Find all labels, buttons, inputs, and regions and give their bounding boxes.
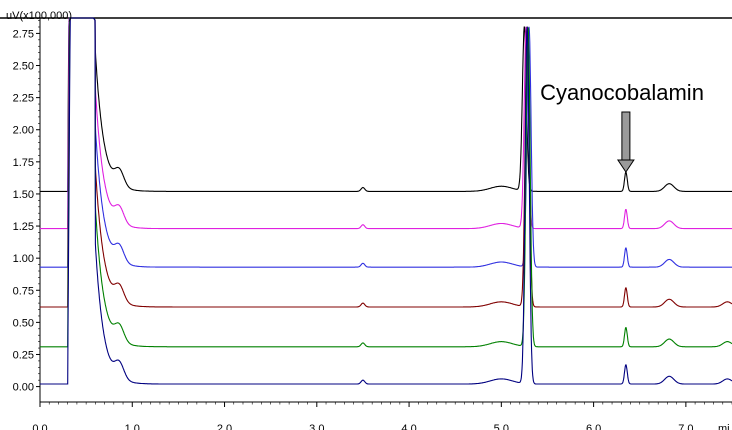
- y-axis: 0.00 0.25 0.50 0.75 1.00 1.25 1.50 1.75 2.00 2.25…: [13, 20, 40, 394]
- y-tick-label: 2.00: [13, 125, 34, 137]
- y-tick-label: 0.50: [13, 317, 34, 329]
- arrow-shaft: [621, 111, 631, 161]
- x-tick-label: 2.0: [217, 423, 232, 430]
- x-axis-label: mi: [718, 423, 730, 430]
- y-axis-label: uV(x100,000): [6, 10, 72, 22]
- plot-frame: [0, 17, 732, 403]
- annotation: Cyanocobalamin: [540, 80, 704, 173]
- arrow-head: [616, 159, 635, 173]
- annotation-label: Cyanocobalamin: [540, 80, 704, 105]
- x-tick-label: 3.0: [309, 423, 324, 430]
- x-tick-label: 4.0: [401, 423, 416, 430]
- y-tick-label: 2.75: [13, 28, 34, 40]
- trace-line: [40, 17, 732, 348]
- y-tick-label: 1.50: [13, 189, 34, 201]
- y-tick-label: 1.25: [13, 221, 34, 233]
- trace-line: [40, 17, 732, 308]
- y-tick-label: 2.25: [13, 93, 34, 105]
- y-tick-label: 1.75: [13, 157, 34, 169]
- trace-line: [40, 17, 732, 230]
- x-tick-label: 5.0: [494, 423, 509, 430]
- x-axis: 0.0 1.0 2.0 3.0 4.0 5.0 6.0 7.0 mi: [32, 402, 732, 430]
- trace-line: [40, 17, 732, 268]
- trace-line: [40, 17, 732, 192]
- y-tick-label: 0.75: [13, 285, 34, 297]
- trace-line: [40, 17, 732, 385]
- x-tick-label: 0.0: [32, 423, 47, 430]
- x-tick-label: 7.0: [678, 423, 693, 430]
- y-tick-label: 0.00: [13, 382, 34, 394]
- x-tick-label: 1.0: [125, 423, 140, 430]
- y-tick-label: 2.50: [13, 61, 34, 73]
- y-tick-label: 0.25: [13, 349, 34, 361]
- traces: [40, 17, 732, 385]
- x-tick-label: 6.0: [586, 423, 601, 430]
- y-tick-label: 1.00: [13, 253, 34, 265]
